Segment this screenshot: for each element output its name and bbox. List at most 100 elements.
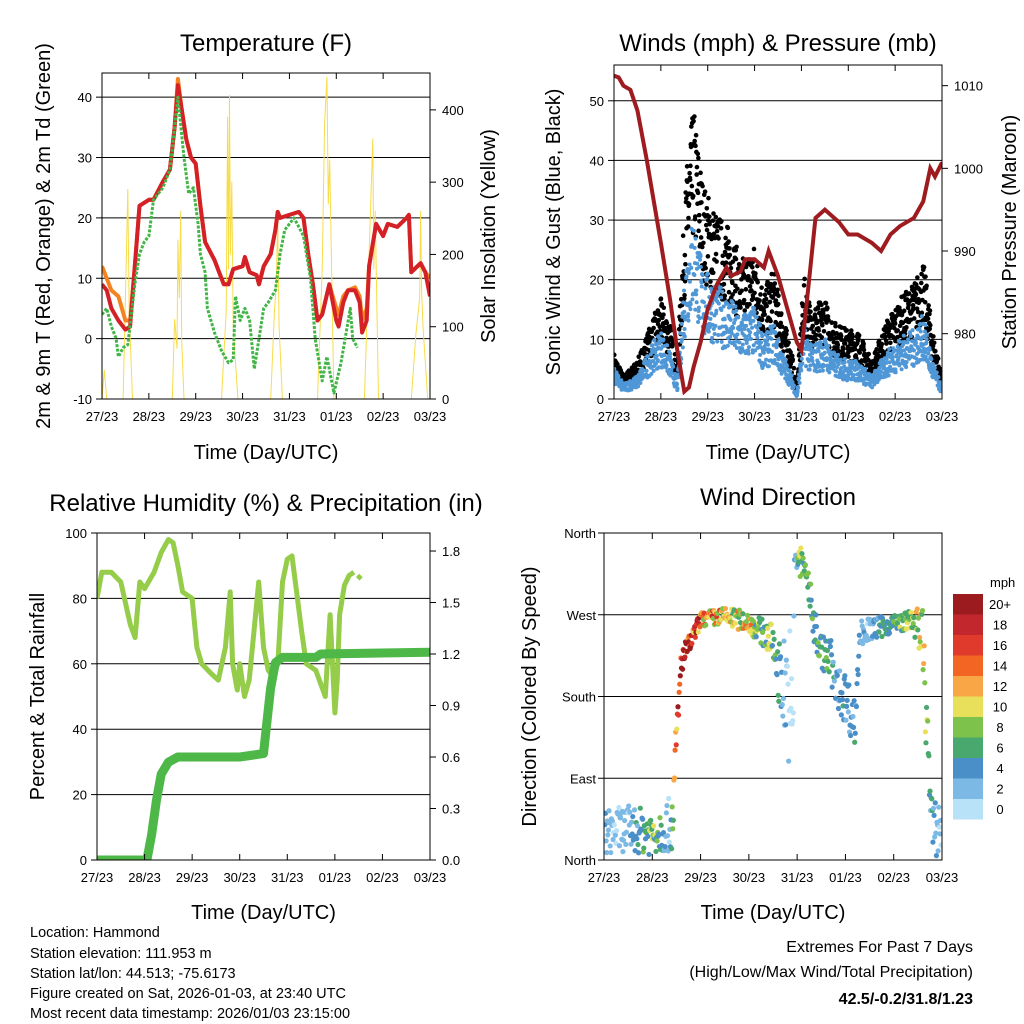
direction-point xyxy=(787,628,793,634)
direction-point xyxy=(780,713,786,719)
direction-point xyxy=(860,640,866,647)
panel-1: 27/23 28/23 29/23 30/23 31/23 01/23 02/23 03/23… xyxy=(543,30,1021,464)
direction-point xyxy=(933,853,939,859)
direction-point xyxy=(842,673,848,679)
gust-point xyxy=(923,274,928,279)
x-tick-label: 27/23 xyxy=(81,870,114,885)
direction-point xyxy=(911,615,917,621)
wind-point xyxy=(761,350,766,355)
gust-point xyxy=(861,347,867,353)
y2-tick-label: 1.8 xyxy=(442,544,460,559)
direction-point xyxy=(808,581,814,587)
direction-point xyxy=(820,634,827,640)
direction-point xyxy=(813,623,820,630)
direction-point xyxy=(813,612,819,618)
wind-point xyxy=(667,354,672,359)
direction-point xyxy=(828,652,835,658)
direction-point xyxy=(669,804,675,810)
direction-point xyxy=(855,671,861,678)
wind-point xyxy=(899,367,904,372)
wind-point xyxy=(730,300,735,305)
x-tick-label: 30/23 xyxy=(223,870,256,885)
gust-point xyxy=(739,288,744,294)
plot-frame xyxy=(96,532,431,861)
gust-point xyxy=(686,215,691,221)
y2-tick-label: 0.6 xyxy=(442,750,460,765)
gust-point xyxy=(726,239,732,244)
y-tick-label: East xyxy=(570,771,596,786)
direction-point xyxy=(923,704,930,711)
y2-tick-label: 300 xyxy=(442,175,464,190)
wind-point xyxy=(711,326,716,331)
wind-point xyxy=(881,363,886,368)
direction-point xyxy=(930,839,936,845)
gust-point xyxy=(727,252,733,258)
wind-point xyxy=(934,370,939,375)
wind-point xyxy=(751,343,756,348)
direction-point xyxy=(732,620,738,626)
direction-point xyxy=(623,829,630,835)
wind-point xyxy=(669,368,674,373)
y2-tick-label: 990 xyxy=(954,244,976,259)
wind-point xyxy=(678,331,683,336)
wind-point xyxy=(842,364,847,369)
wind-point xyxy=(719,307,724,312)
direction-point xyxy=(786,758,792,764)
wind-point xyxy=(744,323,749,328)
gust-point xyxy=(694,164,700,170)
wind-point xyxy=(805,338,810,343)
gust-point xyxy=(661,312,666,317)
wind-point xyxy=(922,329,927,334)
gust-point xyxy=(925,316,931,322)
gust-point xyxy=(661,305,667,311)
wind-point xyxy=(808,363,813,368)
wind-point xyxy=(747,333,752,338)
wind-point xyxy=(728,317,733,322)
wind-point xyxy=(897,339,902,344)
gust-point xyxy=(714,228,720,234)
wind-point xyxy=(906,337,911,342)
direction-point xyxy=(850,713,856,720)
direction-point xyxy=(613,828,620,834)
gust-point xyxy=(682,252,688,258)
wind-point xyxy=(670,360,675,365)
wind-point xyxy=(758,352,763,357)
wind-point xyxy=(664,363,669,368)
wind-point xyxy=(734,346,739,351)
direction-point xyxy=(635,841,641,848)
direction-point xyxy=(660,829,667,836)
wind-point xyxy=(797,380,802,385)
gust-point xyxy=(689,183,695,189)
direction-point xyxy=(635,850,642,856)
info-recent: Most recent data timestamp: 2026/01/03 2… xyxy=(30,1006,350,1022)
plot-area xyxy=(97,537,430,860)
x-tick-label: 27/23 xyxy=(86,409,119,424)
direction-point xyxy=(921,643,927,649)
direction-point xyxy=(656,831,662,837)
gust-point xyxy=(915,275,920,280)
x-tick-label: 31/23 xyxy=(271,870,304,885)
wind-point xyxy=(718,285,723,290)
wind-point xyxy=(715,339,720,344)
direction-point xyxy=(798,545,804,551)
direction-point xyxy=(754,626,760,632)
wind-point xyxy=(836,362,841,367)
direction-point xyxy=(825,658,831,664)
direction-point xyxy=(770,629,776,636)
wind-point xyxy=(784,363,789,368)
gust-point xyxy=(856,333,862,338)
direction-point xyxy=(784,663,791,669)
direction-point xyxy=(695,629,701,635)
direction-point xyxy=(605,827,612,833)
legend-label: 10 xyxy=(993,700,1007,715)
wind-point xyxy=(744,340,749,345)
gust-point xyxy=(816,328,821,333)
wind-point xyxy=(701,300,706,305)
wind-point xyxy=(842,360,847,365)
x-tick-label: 30/23 xyxy=(733,870,766,885)
info-location: Location: Hammond xyxy=(30,925,160,941)
gust-point xyxy=(791,365,797,371)
direction-point xyxy=(677,673,683,679)
gust-point xyxy=(699,244,705,250)
chart-title: Temperature (F) xyxy=(180,30,352,57)
